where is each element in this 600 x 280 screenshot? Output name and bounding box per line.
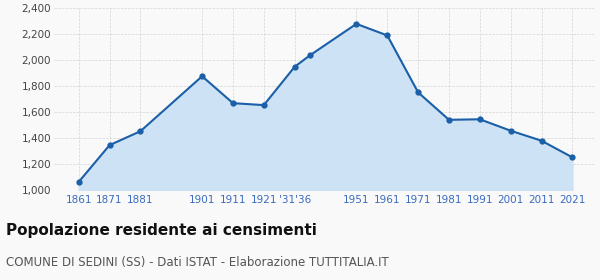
- Text: Popolazione residente ai censimenti: Popolazione residente ai censimenti: [6, 223, 317, 238]
- Text: COMUNE DI SEDINI (SS) - Dati ISTAT - Elaborazione TUTTITALIA.IT: COMUNE DI SEDINI (SS) - Dati ISTAT - Ela…: [6, 256, 389, 269]
